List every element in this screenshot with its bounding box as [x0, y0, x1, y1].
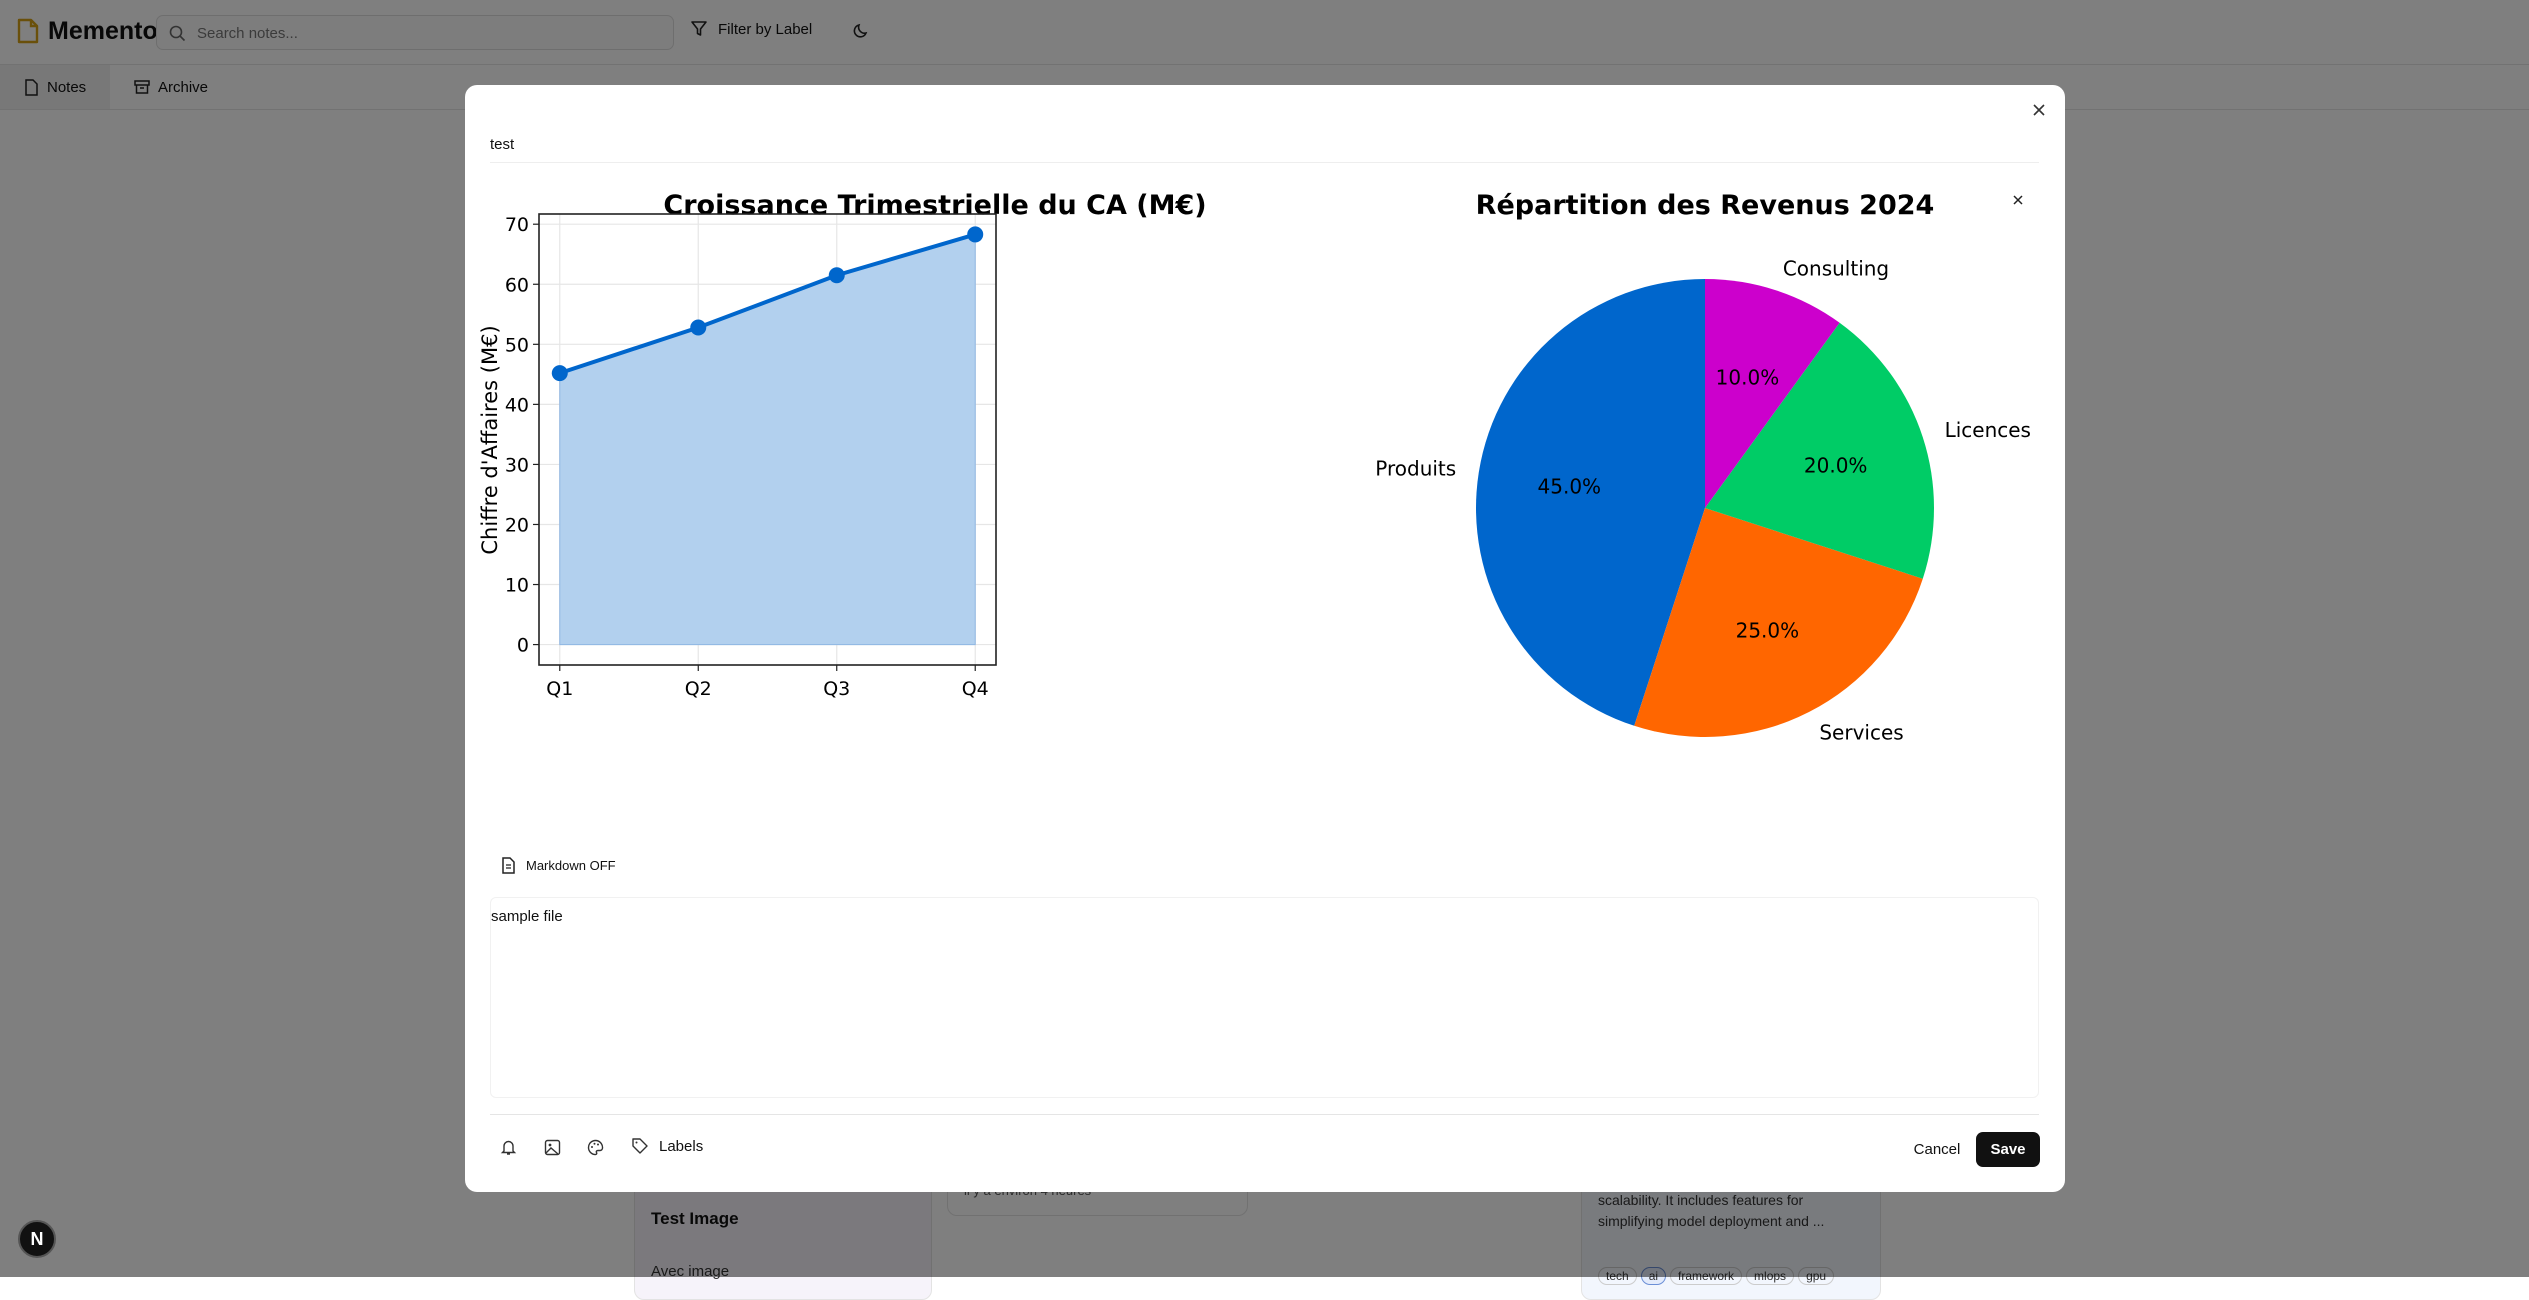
x-tick-label: Q4 [962, 678, 989, 700]
line-chart-title: Croissance Trimestrielle du CA (M€) [663, 190, 1206, 221]
data-point [829, 267, 845, 283]
remove-image-close-icon[interactable] [2011, 193, 2025, 207]
pie-slice-label: Produits [1375, 457, 1456, 481]
line-chart: Croissance Trimestrielle du CA (M€) Chif… [478, 190, 1207, 700]
y-tick-label: 30 [505, 454, 529, 476]
y-tick-label: 50 [505, 334, 529, 356]
note-content-text: sample file [491, 908, 563, 925]
pie-slice-label: Consulting [1783, 256, 1889, 280]
pie-pct-label: 20.0% [1804, 454, 1868, 478]
markdown-toggle[interactable]: Markdown OFF [501, 857, 616, 874]
pie-chart: Répartition des Revenus 2024 Produits 45.… [1375, 190, 2031, 744]
y-tick-label: 70 [505, 214, 529, 236]
bell-icon[interactable] [500, 1139, 517, 1156]
y-tick-label: 0 [517, 635, 529, 657]
pie-pct-label: 10.0% [1716, 365, 1780, 389]
image-icon[interactable] [544, 1139, 561, 1156]
data-point [690, 320, 706, 336]
data-point [967, 226, 983, 242]
pie-pct-label: 45.0% [1538, 475, 1602, 499]
y-tick-label: 40 [505, 394, 529, 416]
x-tick-label: Q1 [546, 678, 573, 700]
note-editor-modal: test Croissance Trimestrielle du CA (M€)… [465, 85, 2065, 1192]
labels-button-label: Labels [659, 1138, 703, 1155]
y-tick-label: 20 [505, 514, 529, 536]
footer-divider [490, 1114, 2039, 1115]
data-point [552, 365, 568, 381]
palette-icon[interactable] [587, 1139, 604, 1156]
pie-pct-label: 25.0% [1736, 618, 1800, 642]
note-content-textarea[interactable]: sample file [490, 897, 2039, 1098]
x-tick-label: Q2 [685, 678, 712, 700]
dev-tools-badge[interactable]: N [18, 1220, 56, 1258]
x-tick-label: Q3 [823, 678, 850, 700]
y-tick-label: 60 [505, 274, 529, 296]
markdown-toggle-label: Markdown OFF [526, 858, 616, 873]
pie-slice-label: Licences [1945, 418, 2031, 442]
y-tick-label: 10 [505, 575, 529, 597]
file-text-icon [501, 857, 516, 874]
pie-chart-title: Répartition des Revenus 2024 [1476, 190, 1935, 221]
save-button[interactable]: Save [1976, 1132, 2040, 1167]
cancel-button[interactable]: Cancel [1902, 1132, 1972, 1167]
line-chart-ylabel: Chiffre d'Affaires (M€) [478, 325, 502, 554]
pie-slice-label: Services [1819, 720, 1903, 744]
area-fill [560, 234, 975, 644]
labels-button[interactable]: Labels [631, 1137, 703, 1155]
tag-icon [631, 1137, 649, 1155]
charts-area: Croissance Trimestrielle du CA (M€) Chif… [465, 85, 2065, 865]
